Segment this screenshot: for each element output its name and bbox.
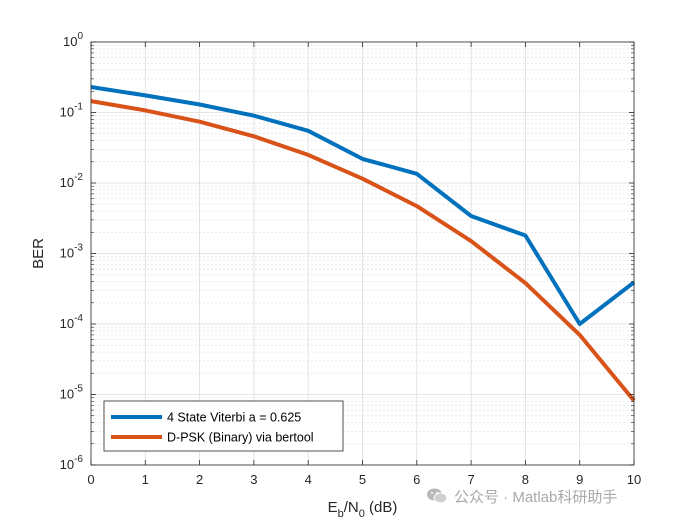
series-layer (90, 85, 636, 402)
y-tick-label: 10-1 (60, 102, 84, 120)
x-tick-label: 9 (576, 472, 583, 487)
watermark-text: 公众号 · Matlab科研助手 (454, 488, 618, 506)
y-tick-label: 10-5 (60, 384, 84, 402)
watermark: 公众号 · Matlab科研助手 (426, 484, 617, 508)
y-axis-label: BER (30, 238, 47, 269)
x-tick-label: 4 (305, 472, 312, 487)
series-line-1 (90, 85, 636, 326)
x-tick-label: 0 (87, 472, 94, 487)
x-tick-label: 3 (250, 472, 257, 487)
x-tick-label: 10 (627, 472, 641, 487)
x-tick-labels: 0 1 2 3 4 5 6 7 8 9 10 (87, 472, 641, 487)
y-tick-label: 10-2 (60, 172, 84, 190)
x-tick-label: 2 (196, 472, 203, 487)
wechat-icon (427, 488, 448, 504)
x-tick-label: 6 (413, 472, 420, 487)
legend: 4 State Viterbi a = 0.625 D-PSK (Binary) … (103, 400, 344, 452)
x-tick-label: 7 (467, 472, 474, 487)
legend-box (103, 400, 344, 452)
tick-marks (90, 41, 635, 466)
y-tick-label: 10-3 (60, 243, 84, 261)
series-line-2 (90, 99, 636, 402)
x-tick-label: 8 (522, 472, 529, 487)
x-tick-label: 1 (142, 472, 149, 487)
x-tick-label: 5 (359, 472, 366, 487)
legend-label-2: D-PSK (Binary) via bertool (167, 431, 314, 445)
legend-label-1: 4 State Viterbi a = 0.625 (167, 411, 301, 425)
y-tick-label: 10-6 (60, 454, 84, 472)
x-axis-label: Eb/N0 (dB) (328, 499, 398, 520)
y-tick-label: 100 (63, 31, 83, 49)
y-tick-label: 10-4 (60, 313, 84, 331)
y-tick-labels: 10-6 10-5 10-4 10-3 10-2 10-1 100 (60, 31, 84, 472)
